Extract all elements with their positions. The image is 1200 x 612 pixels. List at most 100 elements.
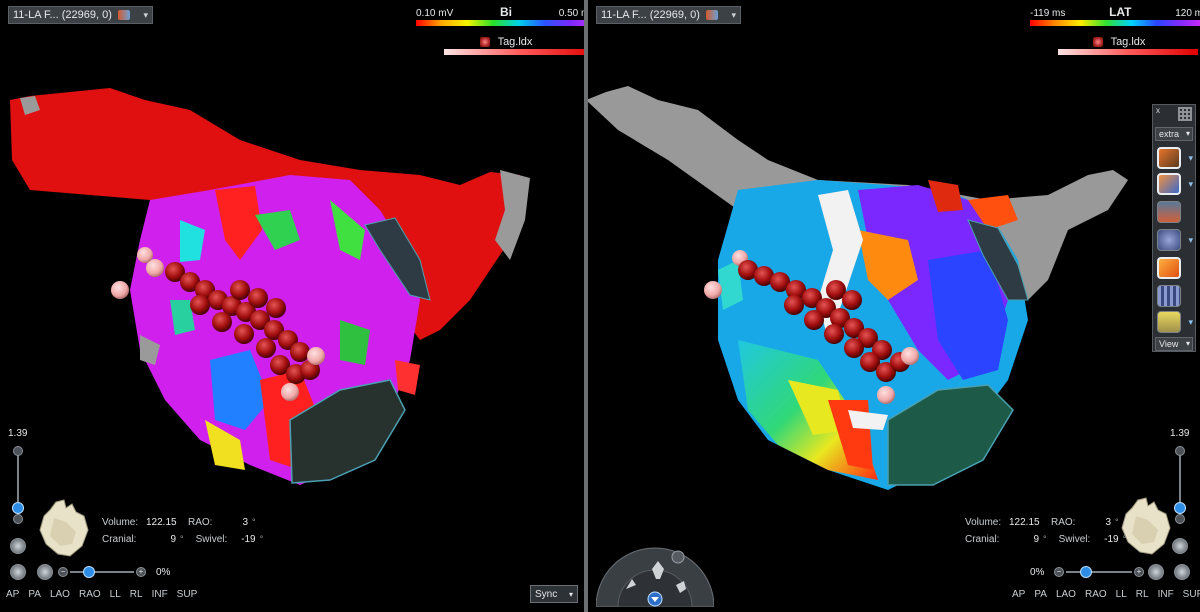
zoom-readout: 1.39: [8, 428, 28, 439]
rotate-icon[interactable]: [10, 564, 26, 580]
opacity-percent: 0%: [156, 567, 171, 578]
orientation-heart-icon[interactable]: [36, 498, 92, 560]
volume-label: Volume:: [102, 517, 139, 528]
opacity-plus-icon[interactable]: +: [136, 567, 146, 577]
left-3d-anatomy-map[interactable]: [0, 0, 584, 612]
legend-color-bar[interactable]: [416, 20, 584, 26]
rotate-hand-icon[interactable]: [652, 561, 664, 579]
points-tool-button[interactable]: [1157, 229, 1181, 251]
view-dropdown[interactable]: View ▾: [1155, 337, 1193, 351]
swivel-label: Swivel:: [195, 534, 228, 545]
legend-color-bar[interactable]: [1030, 20, 1200, 26]
chevron-down-icon: ▾: [1185, 339, 1190, 348]
heart-view-icon[interactable]: [10, 538, 26, 554]
view-button-inf[interactable]: INF: [151, 589, 168, 600]
rotation-dial[interactable]: [596, 545, 714, 607]
view-button-sup[interactable]: SUP: [176, 589, 198, 600]
opacity-slider[interactable]: − +: [58, 566, 146, 578]
chevron-down-icon[interactable]: ▾: [1188, 317, 1193, 327]
close-icon[interactable]: x: [1156, 106, 1160, 115]
pan-hand-icon[interactable]: [676, 581, 686, 593]
extra-label: extra: [1159, 129, 1180, 139]
degree-unit: °: [180, 534, 184, 544]
zoom-slider-handle[interactable]: [12, 502, 24, 514]
view-button-lao[interactable]: LAO: [1055, 589, 1076, 600]
volume-label: Volume:: [965, 517, 1002, 528]
view-button-rao[interactable]: RAO: [78, 589, 101, 600]
rao-value: 3: [1105, 517, 1111, 528]
view-button-lao[interactable]: LAO: [49, 589, 70, 600]
view-button-pa[interactable]: PA: [1034, 589, 1047, 600]
zoom-slider-handle[interactable]: [1174, 502, 1186, 514]
hand-icon[interactable]: [626, 579, 636, 589]
grid-tool-button[interactable]: [1157, 285, 1181, 307]
view-button-inf[interactable]: INF: [1157, 589, 1174, 600]
zoom-readout: 1.39: [1170, 428, 1190, 439]
opacity-slider-handle[interactable]: [83, 566, 95, 578]
map-type-icon: [117, 10, 130, 20]
zoom-out-icon[interactable]: [13, 514, 23, 524]
legend-max: 120 ms: [1175, 8, 1200, 19]
view-button-rl[interactable]: RL: [1135, 589, 1149, 600]
view-button-ap[interactable]: AP: [1012, 589, 1026, 600]
tag-color-bar: [1058, 49, 1198, 55]
label-tool-button[interactable]: [1157, 311, 1181, 333]
right-3d-anatomy-map[interactable]: [588, 0, 1200, 612]
globe-icon[interactable]: [37, 564, 53, 580]
tag-icon: [1092, 37, 1103, 47]
chevron-down-icon: ▾: [143, 9, 148, 20]
map-selector[interactable]: 11-LA F... (22969, 0) ▾: [596, 6, 741, 24]
extra-dropdown[interactable]: extra ▾: [1155, 127, 1193, 141]
sync-dropdown[interactable]: Sync ▾: [530, 585, 578, 603]
globe-icon[interactable]: [1148, 564, 1164, 580]
view-button-pa[interactable]: PA: [28, 589, 41, 600]
zoom-out-icon[interactable]: [1175, 514, 1185, 524]
view-button-rl[interactable]: RL: [129, 589, 143, 600]
pane-divider[interactable]: [584, 0, 588, 612]
dial-gear-icon[interactable]: [671, 550, 685, 564]
map-selector-label: 11-LA F... (22969, 0): [13, 9, 112, 21]
tag-label: Tag.ldx: [1110, 36, 1146, 48]
legend-max: 0.50 mV: [558, 8, 584, 19]
view-button-rao[interactable]: RAO: [1084, 589, 1107, 600]
left-map-viewport[interactable]: 11-LA F... (22969, 0) ▾ 0.10 mV Bi 0.50 …: [0, 0, 584, 612]
zoom-slider[interactable]: [1174, 446, 1186, 524]
map-selector[interactable]: 11-LA F... (22969, 0) ▾: [8, 6, 153, 24]
view-button-ll[interactable]: LL: [109, 589, 121, 600]
chevron-down-icon[interactable]: ▾: [1188, 235, 1193, 245]
opacity-plus-icon[interactable]: +: [1134, 567, 1144, 577]
cranial-label: Cranial:: [965, 534, 1000, 545]
degree-unit: °: [1115, 517, 1119, 527]
lat-legend: -119 ms LAT 120 ms Tag.ldx: [1030, 5, 1200, 55]
view-button-sup[interactable]: SUP: [1182, 589, 1200, 600]
degree-unit: °: [1043, 534, 1047, 544]
chevron-down-icon[interactable]: ▾: [1188, 153, 1193, 163]
right-map-viewport[interactable]: 11-LA F... (22969, 0) ▾ -119 ms LAT 120 …: [588, 0, 1200, 612]
map-type-icon: [705, 10, 718, 20]
opacity-slider-handle[interactable]: [1079, 566, 1092, 578]
view-stats: Volume: 122.15 RAO: 3 ° Cranial: 9 ° Swi…: [102, 517, 263, 551]
map-tool-button[interactable]: [1157, 173, 1181, 195]
zoom-in-icon[interactable]: [1175, 446, 1185, 456]
catheter-tool-button[interactable]: [1157, 201, 1181, 223]
volume-value: 122.15: [1009, 517, 1040, 528]
color-map-tool-button[interactable]: [1157, 257, 1181, 279]
zoom-slider[interactable]: [12, 446, 24, 524]
swivel-value: -19: [241, 534, 256, 545]
opacity-slider[interactable]: − +: [1054, 566, 1144, 578]
tool-palette: x extra ▾ ▾ ▾ ▾ ▾ View ▾: [1152, 104, 1196, 352]
orientation-heart-icon[interactable]: [1118, 496, 1174, 558]
view-button-ll[interactable]: LL: [1115, 589, 1127, 600]
rotate-icon[interactable]: [1174, 564, 1190, 580]
heart-view-icon[interactable]: [1172, 538, 1188, 554]
zoom-in-icon[interactable]: [13, 446, 23, 456]
chevron-down-icon[interactable]: ▾: [1188, 179, 1193, 189]
view-button-ap[interactable]: AP: [6, 589, 20, 600]
cranial-value: 9: [1033, 534, 1039, 545]
degree-unit: °: [1122, 534, 1127, 544]
tag-tool-button[interactable]: [1157, 147, 1181, 169]
grid-icon[interactable]: [1178, 107, 1192, 121]
rao-label: RAO:: [188, 517, 213, 528]
opacity-minus-icon[interactable]: −: [58, 567, 68, 577]
opacity-minus-icon[interactable]: −: [1054, 567, 1064, 577]
